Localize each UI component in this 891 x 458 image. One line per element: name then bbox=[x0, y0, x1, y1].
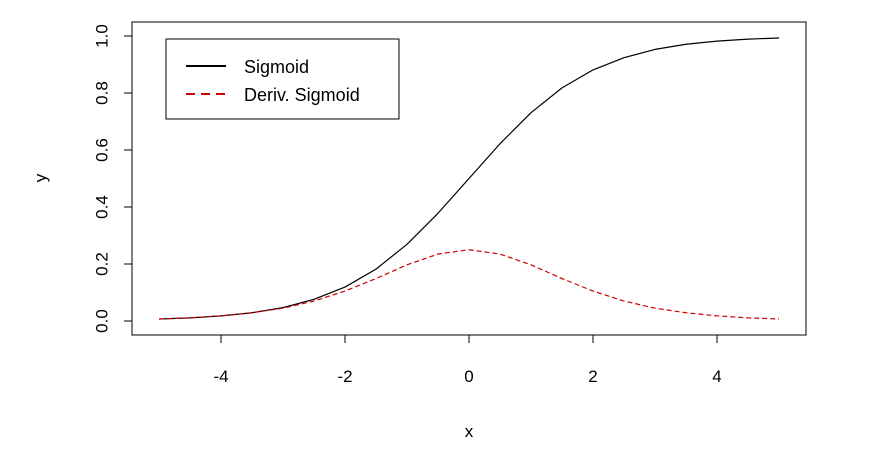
sigmoid-line bbox=[158, 37, 780, 320]
x-tick-label: 0 bbox=[464, 367, 473, 386]
x-tick-label: -4 bbox=[213, 367, 228, 386]
x-tick-label: 4 bbox=[712, 367, 721, 386]
y-tick-label: 1.0 bbox=[92, 24, 111, 48]
y-tick-label: 0.8 bbox=[92, 81, 111, 105]
y-tick-label: 0.4 bbox=[92, 195, 111, 219]
y-tick-label: 0.2 bbox=[92, 252, 111, 276]
y-tick-label: 0.6 bbox=[92, 138, 111, 162]
y-axis-label: y bbox=[31, 173, 50, 182]
x-axis-label: x bbox=[465, 422, 474, 441]
y-tick-label: 0.0 bbox=[92, 309, 111, 333]
x-axis: -4 -2 0 2 4 bbox=[213, 334, 722, 386]
x-tick-label: 2 bbox=[588, 367, 597, 386]
legend-label-sigmoid: Sigmoid bbox=[244, 57, 309, 77]
legend-label-deriv-sigmoid: Deriv. Sigmoid bbox=[244, 85, 360, 105]
legend-box bbox=[165, 38, 400, 120]
deriv-sigmoid-line bbox=[158, 249, 780, 320]
y-axis: 0.0 0.2 0.4 0.6 0.8 1.0 bbox=[92, 24, 133, 333]
series-layer bbox=[158, 37, 780, 320]
legend: Sigmoid Deriv. Sigmoid bbox=[165, 38, 400, 120]
x-tick-label: -2 bbox=[337, 367, 352, 386]
